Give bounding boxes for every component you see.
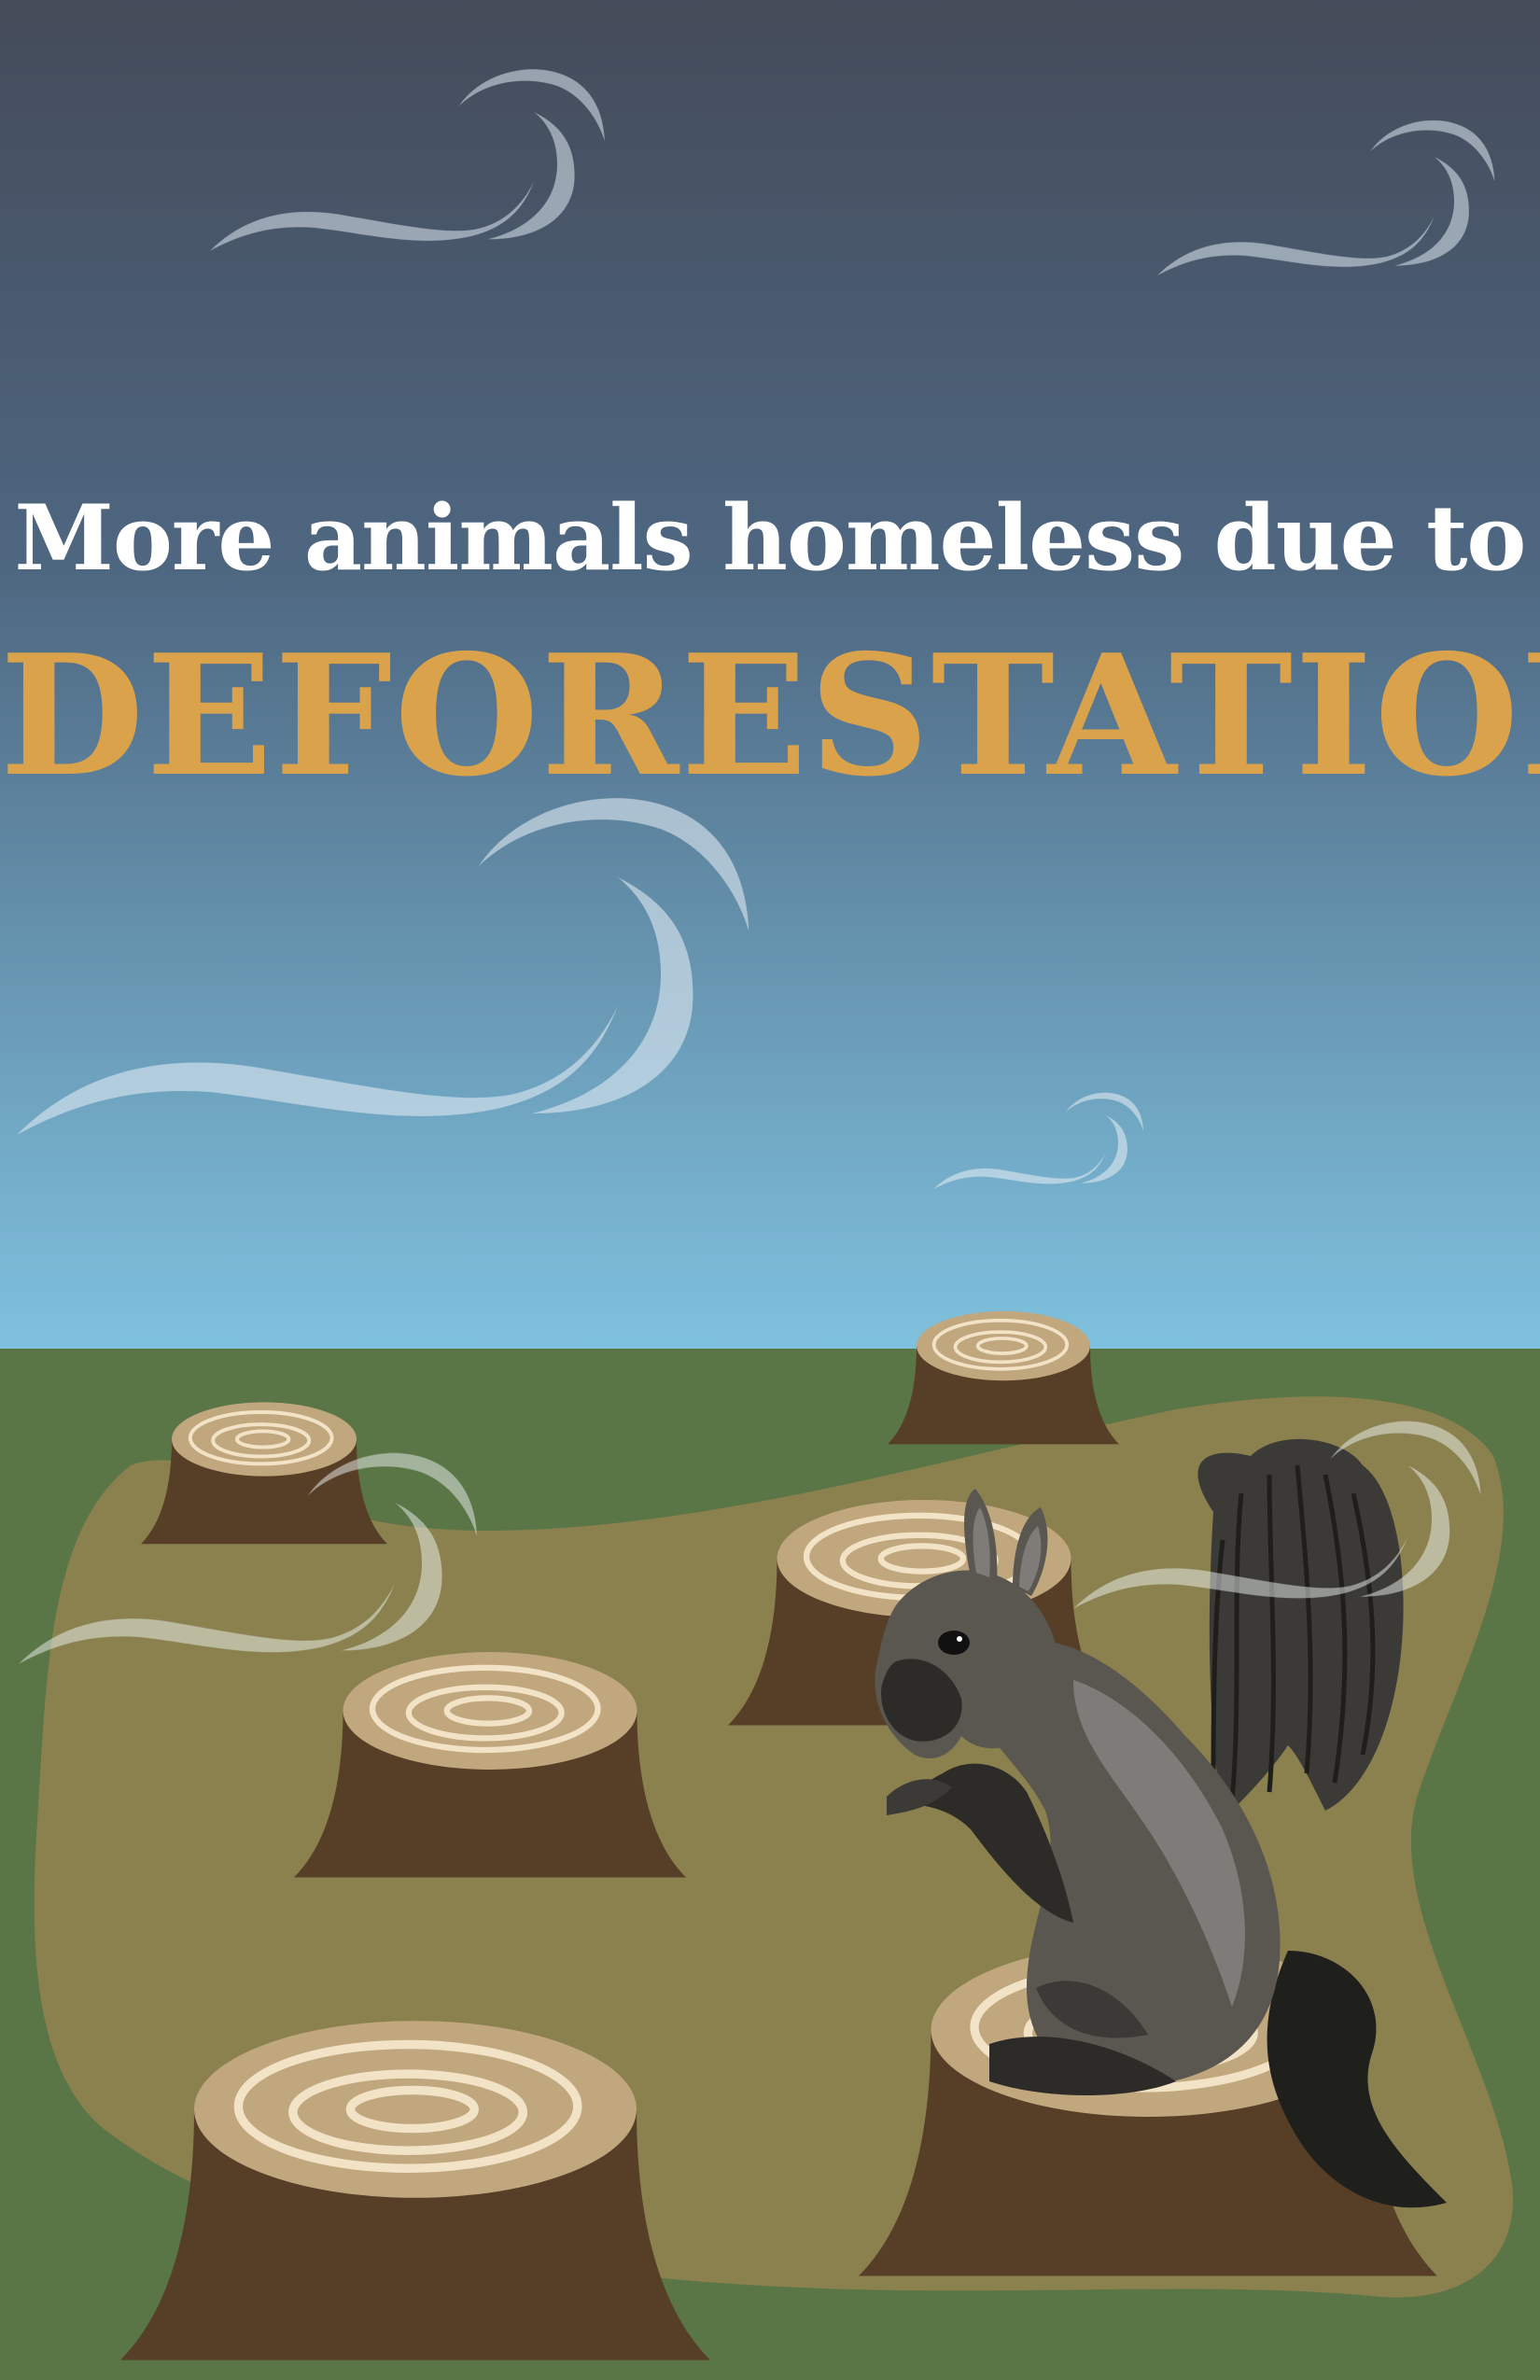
headline-primary: More animals homeless due to <box>14 485 1527 591</box>
headline-keyword: DEFORESTATION <box>0 618 1540 813</box>
squirrel-icon <box>875 1438 1447 2208</box>
